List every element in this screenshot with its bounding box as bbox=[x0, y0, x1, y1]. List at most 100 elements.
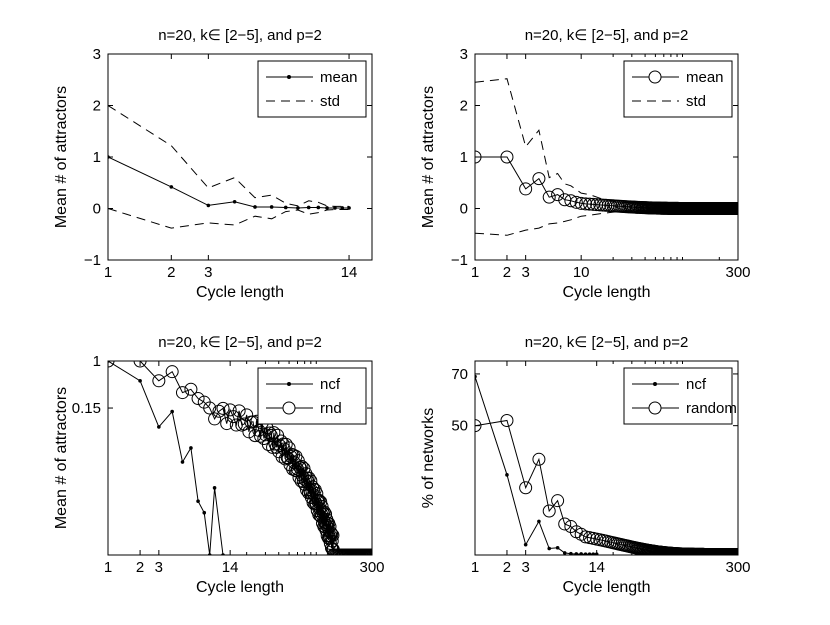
y-axis-label: % of networks bbox=[420, 408, 437, 508]
data-point-rnd bbox=[306, 480, 320, 494]
data-point-rnd bbox=[284, 449, 298, 463]
x-tick-label: 3 bbox=[521, 264, 529, 281]
chart-title: n=20, k∈ [2−5], and p=2 bbox=[525, 27, 689, 44]
legend: mean std bbox=[257, 60, 367, 118]
x-tick-label: 10 bbox=[573, 264, 590, 281]
data-point-mean bbox=[333, 206, 337, 210]
data-point-random bbox=[731, 547, 738, 555]
data-point-mean bbox=[569, 195, 583, 209]
plot-area bbox=[108, 105, 351, 229]
data-point-rnd bbox=[279, 437, 293, 451]
chart-title: n=20, k∈ [2−5], and p=2 bbox=[158, 334, 322, 351]
x-tick-label: 1 bbox=[104, 264, 112, 281]
data-point-random bbox=[500, 413, 514, 427]
data-point-random bbox=[564, 520, 578, 534]
data-point-mean bbox=[579, 197, 593, 211]
series-line-std bbox=[108, 105, 349, 207]
x-tick-label: 2 bbox=[503, 559, 511, 576]
data-point-rnd bbox=[325, 527, 339, 541]
data-point-ncf bbox=[505, 473, 509, 477]
y-tick-label: 0 bbox=[460, 201, 468, 218]
legend-marker-random bbox=[648, 401, 662, 415]
data-point-mean bbox=[206, 203, 211, 208]
data-point-mean bbox=[232, 200, 237, 204]
data-point-mean bbox=[519, 182, 533, 196]
data-point-rnd bbox=[216, 401, 230, 415]
data-point-ncf bbox=[547, 546, 552, 551]
data-point-rnd bbox=[203, 401, 217, 415]
legend: ncf rnd bbox=[257, 367, 367, 425]
legend-box bbox=[623, 367, 733, 425]
plot-area bbox=[475, 78, 738, 236]
legend-marker-mean bbox=[287, 75, 291, 79]
x-axis-label: Cycle length bbox=[196, 579, 284, 596]
subplot-bottom-left: n=20, k∈ [2−5], and p=2 1 2 3 14 300 1 0.15 Cycl… bbox=[53, 334, 385, 596]
x-tick-label: 14 bbox=[588, 559, 605, 576]
y-tick-label: 2 bbox=[93, 98, 101, 115]
data-point-ncf bbox=[537, 519, 541, 524]
chart-title: n=20, k∈ [2−5], and p=2 bbox=[525, 334, 689, 351]
data-point-rnd bbox=[326, 528, 340, 542]
data-point-rnd bbox=[223, 403, 237, 417]
data-point-random bbox=[519, 481, 533, 495]
x-axis-label: Cycle length bbox=[562, 284, 650, 301]
x-tick-label: 14 bbox=[222, 559, 239, 576]
data-point-ncf bbox=[587, 552, 592, 555]
data-point-mean bbox=[296, 206, 300, 210]
x-axis-label: Cycle length bbox=[196, 284, 284, 301]
data-point-random bbox=[542, 504, 556, 518]
series-line-std bbox=[475, 78, 738, 208]
data-point-rnd bbox=[323, 520, 337, 534]
legend: ncf random bbox=[623, 367, 737, 425]
subplot-bottom-right: n=20, k∈ [2−5], and p=2 1 2 3 14 300 70 50 Cycle… bbox=[420, 334, 751, 596]
legend-label-std: std bbox=[320, 93, 340, 110]
data-point-ncf bbox=[207, 553, 212, 555]
axes-frame bbox=[107, 360, 373, 556]
x-axis-label: Cycle length bbox=[562, 579, 650, 596]
data-point-rnd bbox=[315, 499, 329, 513]
data-point-ncf bbox=[170, 409, 174, 414]
data-point-rnd bbox=[220, 417, 234, 431]
y-tick-label: −1 bbox=[84, 252, 101, 269]
legend-marker-ncf bbox=[287, 382, 291, 386]
subplot-top-right: n=20, k∈ [2−5], and p=21 2 3 10 300−10123Cyc… bbox=[420, 27, 751, 301]
data-point-mean bbox=[551, 188, 565, 202]
data-point-rnd bbox=[267, 426, 281, 440]
data-point-ncf bbox=[180, 460, 185, 464]
y-tick-label: 1 bbox=[93, 149, 101, 166]
data-point-rnd bbox=[323, 531, 337, 545]
data-point-ncf bbox=[569, 551, 573, 555]
data-point-ncf bbox=[583, 552, 588, 555]
legend-label-ncf: ncf bbox=[686, 376, 707, 393]
y-tick-label: 0 bbox=[93, 201, 101, 218]
x-tick-label: 300 bbox=[725, 559, 750, 576]
y-tick-label: 1 bbox=[460, 149, 468, 166]
data-point-mean bbox=[583, 197, 597, 211]
data-point-mean bbox=[316, 205, 321, 210]
y-tick-label: 0.15 bbox=[72, 400, 101, 417]
y-tick-label: 3 bbox=[93, 46, 101, 63]
data-point-ncf bbox=[555, 545, 560, 550]
y-tick-label: 50 bbox=[451, 418, 468, 435]
y-axis-label: Mean # of attractors bbox=[53, 86, 70, 228]
x-tick-label: 2 bbox=[503, 264, 511, 281]
data-point-ncf bbox=[523, 542, 528, 547]
legend-label-random: random bbox=[686, 400, 737, 417]
subplot-top-left: n=20, k∈ [2−5], and p=2 1 2 3 14 −1 0 1 2 3 Cycle … bbox=[53, 27, 373, 301]
data-point-rnd bbox=[229, 418, 243, 432]
data-point-mean bbox=[325, 206, 329, 210]
legend-label-mean: mean bbox=[320, 69, 358, 86]
data-point-mean bbox=[283, 205, 288, 210]
data-point-random bbox=[558, 517, 572, 531]
data-point-mean bbox=[500, 150, 514, 164]
data-point-mean bbox=[564, 194, 578, 208]
data-point-rnd bbox=[310, 487, 324, 501]
legend-label-rnd: rnd bbox=[320, 400, 342, 417]
data-point-rnd bbox=[184, 382, 198, 396]
data-point-mean bbox=[532, 172, 546, 186]
data-point-mean bbox=[306, 205, 311, 210]
data-point-rnd bbox=[325, 534, 339, 548]
x-tick-label: 3 bbox=[521, 559, 529, 576]
x-tick-label: 300 bbox=[725, 264, 750, 281]
